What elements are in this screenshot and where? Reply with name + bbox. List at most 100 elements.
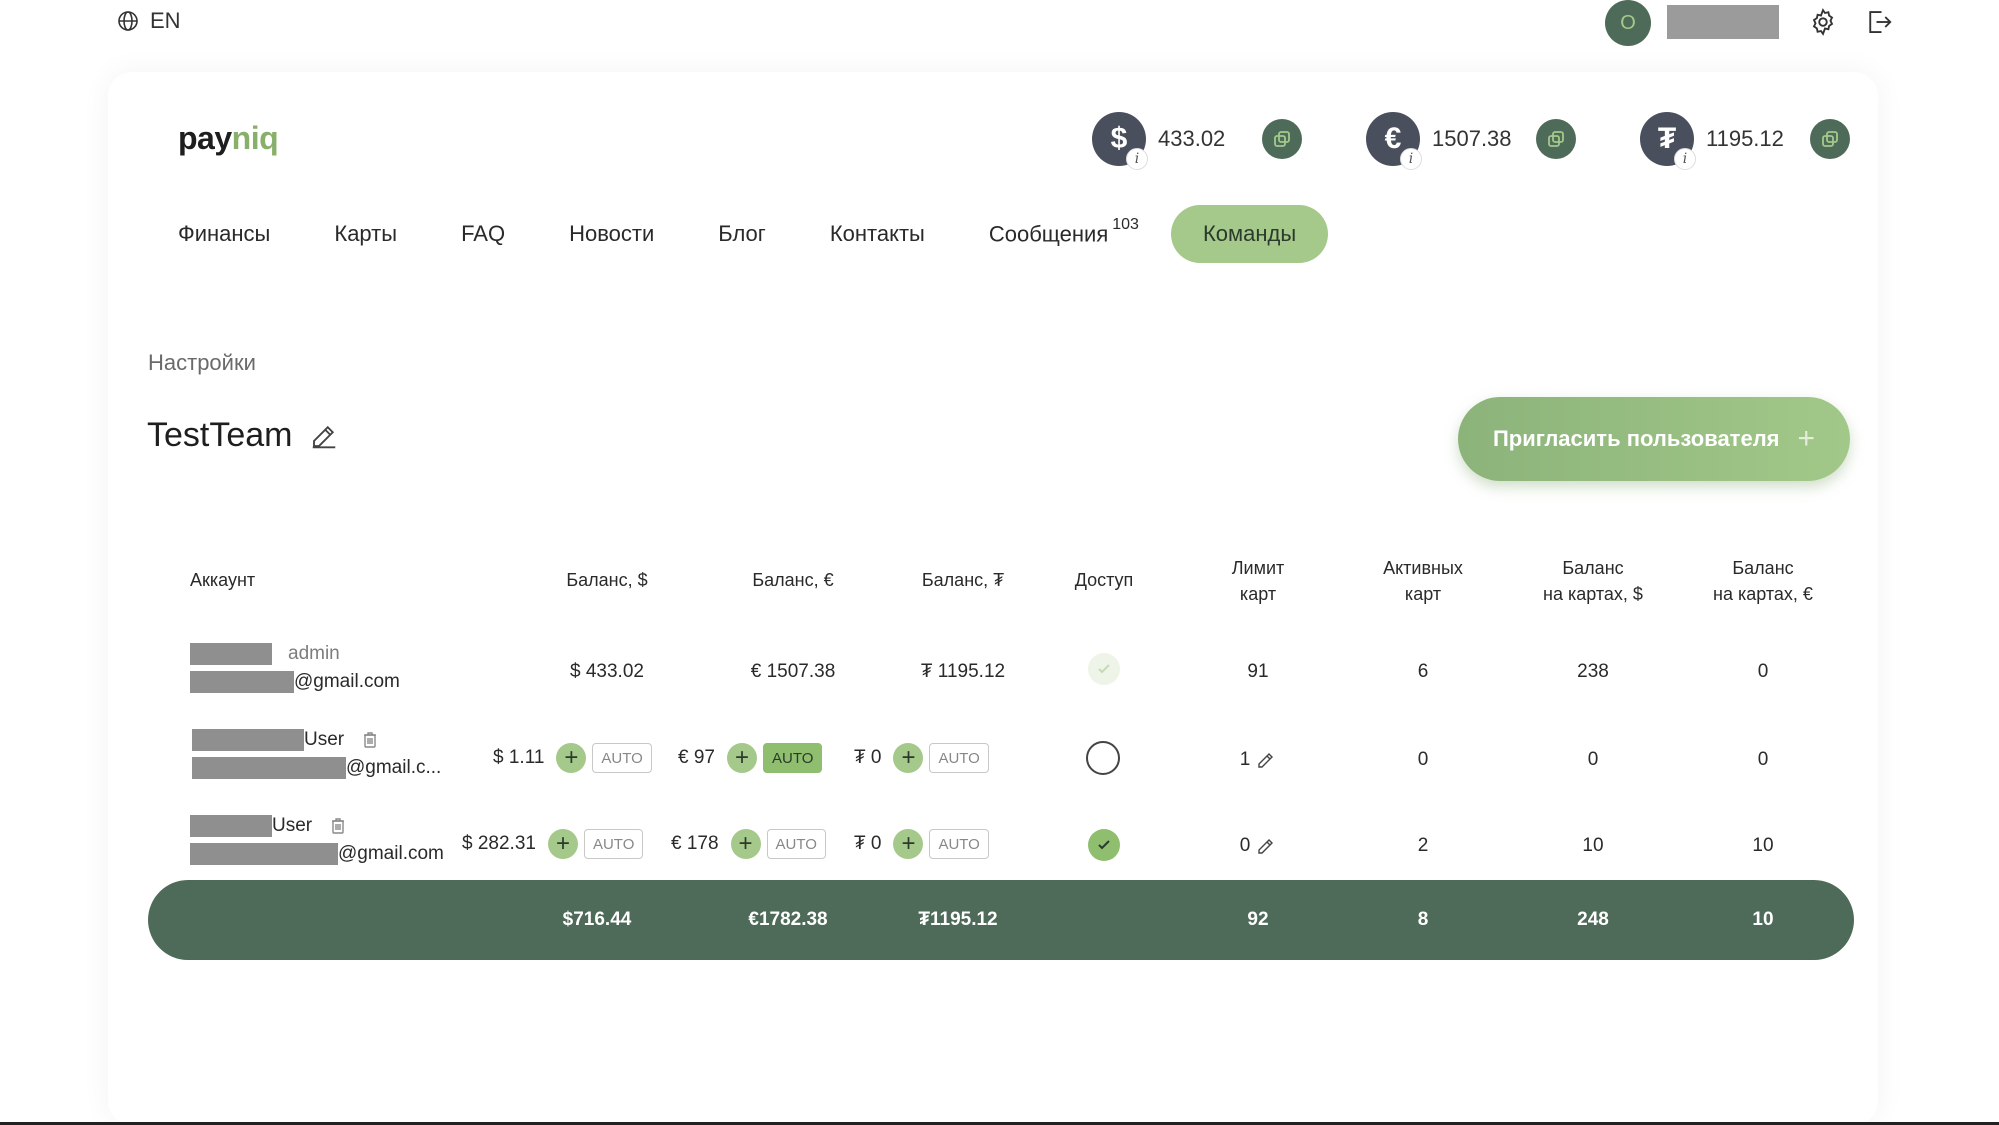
main-nav: Финансы Карты FAQ Новости Блог Контакты … bbox=[146, 205, 1329, 263]
copy-eur-button[interactable] bbox=[1536, 119, 1576, 159]
access-cell bbox=[1086, 741, 1120, 775]
auto-usd-toggle[interactable]: AUTO bbox=[583, 829, 644, 859]
account-role: User bbox=[272, 815, 313, 836]
balance-usd-cell: $ 1.11 + AUTO bbox=[493, 743, 652, 773]
header-cards-balance-usd: Баланс на картах, $ bbox=[1543, 558, 1643, 604]
topup-usdt-button[interactable]: + bbox=[893, 743, 924, 773]
pencil-icon[interactable] bbox=[309, 421, 339, 451]
user-controls: O bbox=[1605, 0, 1899, 46]
header-account: Аккаунт bbox=[190, 570, 256, 590]
nav-contacts[interactable]: Контакты bbox=[829, 221, 925, 246]
total-active-cards: 8 bbox=[1417, 909, 1429, 930]
tether-icon: ₮ i bbox=[1640, 112, 1696, 170]
account-cell: User @gmail.com bbox=[190, 815, 444, 865]
access-checkbox[interactable] bbox=[1088, 653, 1120, 685]
topup-usd-button[interactable]: + bbox=[547, 829, 578, 859]
email-redacted bbox=[192, 757, 346, 779]
balance-usd: $ i 433.02 bbox=[1092, 112, 1302, 170]
balance-usdt-value: 1195.12 bbox=[1706, 126, 1784, 151]
total-cards-balance-eur: 10 bbox=[1752, 909, 1774, 930]
active-cards-cell: 6 bbox=[1417, 661, 1429, 682]
nav-teams[interactable]: Команды bbox=[1170, 205, 1329, 263]
copy-usd-button[interactable] bbox=[1262, 119, 1302, 159]
logo[interactable]: payniq bbox=[178, 120, 279, 157]
access-cell bbox=[1088, 829, 1120, 861]
header-access: Доступ bbox=[1074, 570, 1134, 590]
invite-user-button[interactable]: Пригласить пользователя + bbox=[1458, 397, 1850, 481]
account-email: @gmail.com bbox=[338, 843, 444, 864]
trash-icon[interactable] bbox=[328, 816, 348, 836]
account-cell: admin @gmail.com bbox=[190, 643, 400, 693]
dollar-icon: $ i bbox=[1092, 112, 1148, 170]
email-redacted bbox=[190, 843, 338, 865]
user-name-redacted bbox=[1667, 5, 1779, 39]
topup-usdt-button[interactable]: + bbox=[893, 829, 924, 859]
card-limit-cell: 91 bbox=[1247, 661, 1269, 682]
bottom-divider bbox=[0, 1122, 1999, 1125]
nav-blog[interactable]: Блог bbox=[718, 221, 766, 246]
info-icon[interactable]: i bbox=[1674, 148, 1696, 170]
account-email: @gmail.c... bbox=[346, 757, 442, 778]
balance-usdt-cell: ₮ 0 + AUTO bbox=[854, 743, 989, 773]
table-row: admin @gmail.com $ 433.02 € 1507.38 ₮ 11… bbox=[148, 635, 1853, 721]
access-checkbox[interactable] bbox=[1088, 829, 1120, 861]
account-role: admin bbox=[288, 643, 340, 664]
euro-icon: € i bbox=[1366, 112, 1422, 170]
nav-news[interactable]: Новости bbox=[569, 221, 655, 246]
card-limit-cell: 1 bbox=[1208, 749, 1308, 771]
auto-eur-toggle[interactable]: AUTO bbox=[766, 829, 826, 859]
avatar[interactable]: O bbox=[1605, 0, 1651, 46]
nav-faq[interactable]: FAQ bbox=[461, 221, 506, 246]
totals-row: $716.44 €1782.38 ₮1195.12 92 8 248 10 bbox=[148, 880, 1854, 960]
nav-messages[interactable]: Сообщения 103 bbox=[988, 216, 1139, 247]
active-cards-cell: 0 bbox=[1417, 749, 1429, 770]
auto-usdt-toggle[interactable]: AUTO bbox=[929, 743, 989, 773]
auto-usdt-toggle[interactable]: AUTO bbox=[929, 829, 989, 859]
topup-eur-button[interactable]: + bbox=[726, 743, 757, 773]
total-card-limit: 92 bbox=[1247, 909, 1269, 930]
cards-balance-usd-cell: 0 bbox=[1587, 749, 1599, 770]
balance-usd-value: 433.02 bbox=[1158, 126, 1226, 151]
account-name-redacted bbox=[192, 729, 304, 751]
topup-eur-button[interactable]: + bbox=[730, 829, 761, 859]
email-redacted bbox=[190, 671, 294, 693]
account-cell: User @gmail.c... bbox=[192, 729, 441, 779]
logout-icon bbox=[1869, 11, 1892, 33]
logo-niq: niq bbox=[231, 120, 279, 156]
auto-eur-toggle[interactable]: AUTO bbox=[762, 743, 823, 773]
balance-eur-value: 1507.38 bbox=[1432, 126, 1512, 151]
total-cards-balance-usd: 248 bbox=[1577, 909, 1609, 930]
pencil-icon[interactable] bbox=[1256, 750, 1276, 770]
copy-icon bbox=[1274, 131, 1290, 147]
settings-button[interactable] bbox=[1803, 2, 1843, 42]
check-icon bbox=[1098, 840, 1110, 850]
pencil-icon[interactable] bbox=[1256, 836, 1276, 856]
balances-bar: $ i 433.02 € i 1507.38 ₮ i 1195.12 bbox=[1092, 112, 1850, 170]
nav-finance[interactable]: Финансы bbox=[178, 221, 271, 246]
auto-usd-toggle[interactable]: AUTO bbox=[592, 743, 652, 773]
total-balance-usdt: ₮1195.12 bbox=[918, 909, 998, 930]
access-checkbox[interactable] bbox=[1086, 741, 1120, 775]
table-row: User @gmail.c... $ 1.11 + AUTO € 97 + AU… bbox=[148, 723, 1853, 809]
info-icon[interactable]: i bbox=[1400, 148, 1422, 170]
info-icon[interactable]: i bbox=[1126, 148, 1148, 170]
logo-pay: pay bbox=[178, 120, 232, 156]
breadcrumb[interactable]: Настройки bbox=[148, 350, 256, 375]
trash-icon[interactable] bbox=[360, 730, 380, 750]
plus-icon: + bbox=[1797, 422, 1816, 455]
account-name-redacted bbox=[190, 643, 272, 665]
nav-cards[interactable]: Карты bbox=[334, 221, 398, 246]
topup-usd-button[interactable]: + bbox=[556, 743, 587, 773]
header-balance-usdt: Баланс, ₮ bbox=[921, 570, 1005, 590]
header-balance-eur: Баланс, € bbox=[752, 570, 834, 590]
account-email: @gmail.com bbox=[294, 671, 400, 692]
language-switcher[interactable]: EN bbox=[116, 8, 181, 34]
header-balance-usd: Баланс, $ bbox=[566, 570, 648, 590]
copy-icon bbox=[1822, 131, 1838, 147]
table-row: User @gmail.com $ 282.31 + AUTO € 178 + … bbox=[148, 809, 1853, 895]
cards-balance-usd-cell: 10 bbox=[1582, 835, 1604, 856]
copy-usdt-button[interactable] bbox=[1810, 119, 1850, 159]
balance-usdt-cell: ₮ 0 + AUTO bbox=[854, 829, 989, 859]
total-balance-usd: $716.44 bbox=[562, 909, 632, 930]
logout-button[interactable] bbox=[1859, 2, 1899, 42]
